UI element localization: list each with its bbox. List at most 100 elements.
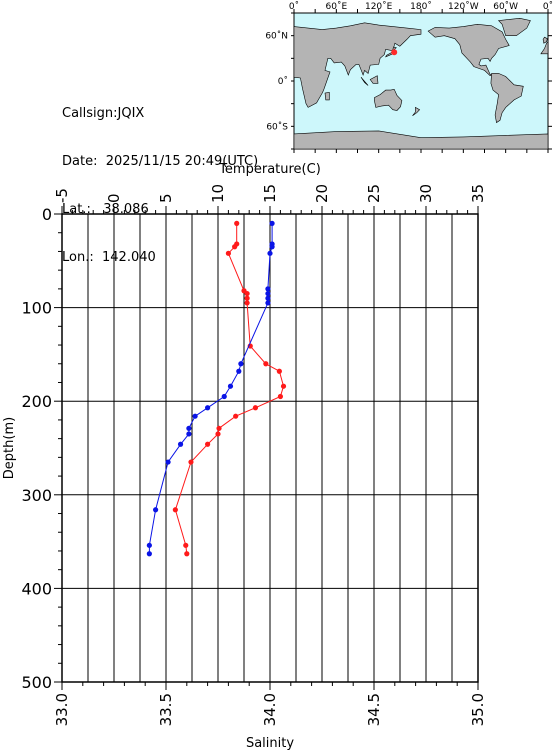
temperature-data-point	[225, 250, 231, 256]
callsign-value: JQIX	[117, 106, 145, 121]
temperature-axis-title: Temperature(C)	[218, 162, 321, 177]
temperature-data-point	[233, 413, 239, 419]
map-frame-ticks	[291, 9, 552, 153]
temperature-data-point	[205, 441, 211, 447]
depth-tick-label: 300	[21, 486, 52, 505]
salinity-data-point	[267, 250, 273, 256]
depth-tick-labels: 0 100 200 300 400 500	[21, 205, 52, 692]
land-polygon	[542, 36, 548, 44]
temperature-data-point	[188, 459, 194, 465]
lon-value: 142.040	[102, 250, 156, 265]
land-polygon	[369, 75, 379, 84]
temperature-data-point	[183, 542, 189, 548]
land-polygon	[360, 77, 369, 86]
date-label: Date:	[62, 154, 98, 169]
salinity-tick-label: 34.0	[261, 693, 279, 726]
salinity-tick-label: 35.0	[469, 693, 487, 726]
map-longitude-labels: 0˚ 60˚E 120˚E 180˚ 120˚W 60˚W 0˚	[289, 1, 553, 12]
temperature-tick-label: 30	[417, 184, 435, 203]
temperature-tick-label: 15	[261, 184, 279, 203]
lon-row: Lon.: 142.040	[62, 250, 258, 266]
world-map: 0˚ 60˚E 120˚E 180˚ 120˚W 60˚W 0˚ 60˚N 0˚ 60˚S	[265, 1, 553, 153]
land-polygon	[540, 40, 549, 55]
salinity-data-point	[265, 286, 271, 292]
land-polygon	[497, 17, 531, 37]
map-longitude-label: 60˚W	[493, 1, 518, 12]
map-longitude-label: 0˚	[543, 1, 553, 12]
salinity-tick-labels: 33.0 33.5 34.0 34.5 35.0	[53, 693, 487, 726]
temperature-data-point	[216, 425, 222, 431]
temperature-tick-label: 5	[157, 193, 175, 203]
temperature-tick-label: 20	[313, 184, 331, 203]
temperature-data-point	[277, 393, 283, 400]
salinity-data-point	[265, 300, 271, 306]
temperature-data-point	[244, 290, 250, 297]
salinity-data-point	[146, 542, 152, 548]
land-polygon	[374, 88, 403, 111]
depth-tick-label: 200	[21, 392, 52, 411]
temperature-tick-label: 10	[209, 184, 227, 203]
callsign-label: Callsign:	[62, 106, 118, 121]
temperature-tick-label: 35	[469, 184, 487, 203]
salinity-data-point	[146, 551, 152, 557]
station-marker	[391, 49, 398, 56]
salinity-data-point	[177, 441, 184, 447]
salinity-data-point	[269, 220, 275, 226]
temperature-data-point	[263, 361, 269, 367]
temperature-tick-label: -5	[53, 188, 71, 203]
land-polygon	[427, 23, 510, 77]
temperature-tick-label: 0	[105, 193, 123, 203]
date-row: Date: 2025/11/15 20:49(UTC)	[62, 154, 258, 170]
depth-tick-label: 0	[42, 205, 52, 224]
temperature-profile-line	[174, 223, 285, 554]
map-latitude-labels: 60˚N 0˚ 60˚S	[265, 31, 288, 133]
temperature-data-point	[234, 220, 240, 226]
salinity-data-point	[265, 290, 271, 297]
lat-value: 38.086	[103, 202, 149, 217]
map-longitude-label: 0˚	[289, 1, 299, 12]
map-latitude-label: 0˚	[278, 76, 288, 87]
salinity-data-point	[227, 383, 234, 389]
map-latitude-label: 60˚S	[266, 121, 288, 132]
salinity-data-point	[192, 413, 198, 419]
temperature-data-point	[252, 405, 259, 411]
map-latitude-label: 60˚N	[265, 31, 288, 42]
temperature-data-point	[280, 383, 287, 389]
salinity-data-point	[221, 393, 227, 400]
plot-frame	[61, 213, 479, 683]
salinity-data-point	[205, 405, 211, 411]
salinity-data-point	[265, 295, 271, 301]
chart-grid	[61, 213, 479, 683]
map-longitude-label: 120˚E	[365, 1, 393, 12]
salinity-data-point	[269, 244, 275, 250]
salinity-axis-title: Salinity	[246, 736, 294, 751]
temperature-data-point	[244, 295, 250, 301]
salinity-data-point	[238, 361, 244, 367]
temperature-data-point	[215, 431, 221, 437]
station-info: Callsign:JQIX Date: 2025/11/15 20:49(UTC…	[62, 74, 258, 282]
depth-tick-label: 100	[21, 299, 52, 318]
salinity-tick-label: 33.5	[157, 693, 175, 726]
salinity-data-point	[153, 507, 159, 513]
lon-label: Lon.:	[62, 250, 94, 265]
temperature-data-point	[172, 507, 178, 513]
temperature-data-point	[184, 551, 190, 557]
salinity-data-point	[236, 368, 242, 374]
plot-area: -5 0 5 10 15 20 25 30 35 33.0 33.5 34.0 34.5 35.0 01…	[2, 162, 487, 751]
date-value: 2025/11/15 20:49(UTC)	[105, 154, 259, 169]
depth-tick-label: 400	[21, 579, 52, 598]
lat-row: Lat.: 38.086	[62, 202, 258, 218]
land-polygon	[293, 22, 422, 108]
land-polygon	[412, 106, 421, 117]
temperature-tick-label: 25	[365, 184, 383, 203]
depth-tick-label: 500	[21, 673, 52, 692]
lat-label: Lat.:	[62, 202, 91, 217]
land-polygon	[324, 91, 330, 101]
temperature-data-point	[232, 244, 238, 250]
salinity-tick-label: 33.0	[53, 693, 71, 726]
depth-axis-title: Depth(m)	[2, 417, 17, 479]
map-longitude-label: 120˚W	[448, 1, 479, 12]
chart-series	[146, 220, 287, 557]
salinity-data-point	[186, 431, 192, 437]
